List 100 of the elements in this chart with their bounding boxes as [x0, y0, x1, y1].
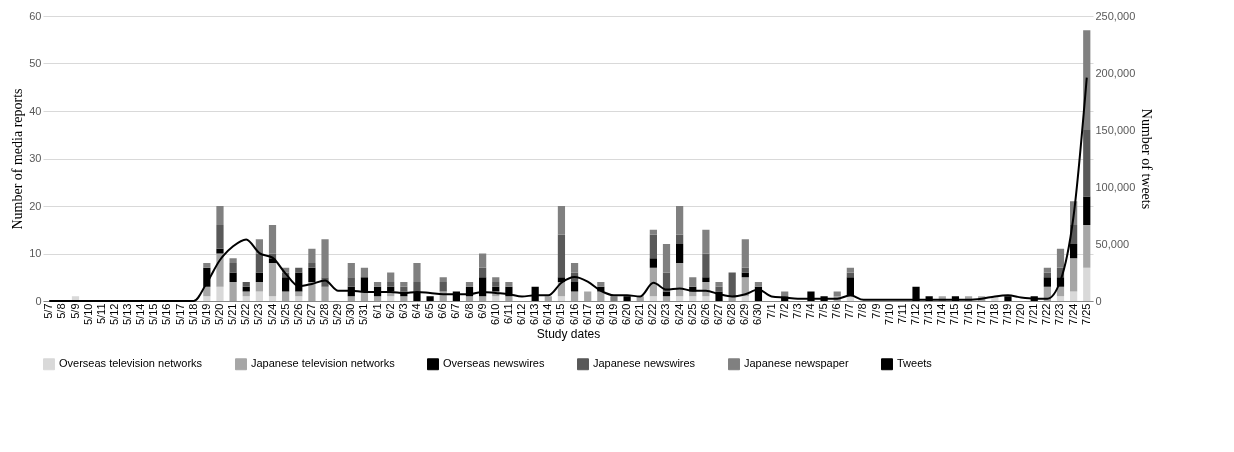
- bar: [741, 296, 749, 301]
- bar: [203, 263, 211, 268]
- bar: [400, 282, 408, 287]
- bar: [649, 258, 657, 268]
- x-tick-label: 6/17: [580, 303, 593, 325]
- x-tick-label: 7/19: [1000, 303, 1013, 325]
- x-tick-label: 5/18: [186, 303, 199, 325]
- bar: [492, 286, 500, 292]
- line-series: [48, 76, 1088, 302]
- bar: [360, 277, 369, 292]
- bar: [492, 296, 500, 301]
- bar: [347, 277, 355, 287]
- bar: [702, 229, 710, 254]
- y2-tick-label: 100,000: [1095, 180, 1136, 193]
- y-tick-label: 10: [29, 247, 42, 259]
- x-tick-label: 6/1: [370, 303, 383, 319]
- bar: [492, 282, 500, 287]
- y2-tick-label: 150,000: [1095, 123, 1136, 136]
- bar: [216, 206, 224, 225]
- x-tick-label: 7/17: [974, 303, 987, 325]
- bar: [676, 296, 684, 301]
- bar: [1070, 258, 1078, 292]
- y-tick-label: 40: [29, 104, 42, 117]
- bar: [649, 296, 657, 301]
- bar: [255, 253, 263, 273]
- x-tick-label: 7/4: [803, 303, 816, 319]
- bar: [557, 234, 566, 278]
- bar: [282, 291, 290, 301]
- bar: [689, 296, 697, 301]
- x-tick-label: 6/13: [528, 303, 541, 325]
- bar: [662, 244, 671, 273]
- bar: [229, 258, 237, 263]
- bar: [570, 282, 579, 292]
- y2-axis-title: Number of tweets: [1139, 108, 1155, 210]
- y-axis-title: Number of media reports: [10, 88, 26, 230]
- x-tick-label: 6/12: [515, 303, 528, 325]
- bar: [662, 296, 671, 301]
- x-tick-label: 7/16: [961, 303, 974, 325]
- y2-tick-label: 250,000: [1095, 9, 1136, 22]
- bar: [584, 291, 592, 301]
- bar: [242, 282, 250, 287]
- x-tick-label: 6/18: [593, 303, 606, 325]
- bar: [347, 296, 355, 301]
- bar: [242, 286, 250, 292]
- x-tick-label: 5/31: [357, 303, 370, 325]
- bar: [702, 296, 710, 301]
- x-tick-label: 7/25: [1079, 303, 1092, 325]
- bar: [373, 296, 382, 301]
- x-tick-label: 7/5: [817, 303, 830, 319]
- bar: [505, 282, 513, 287]
- x-tick-label: 6/28: [725, 303, 738, 325]
- legend-label: Japanese television networks: [251, 357, 396, 370]
- bar: [216, 286, 224, 301]
- x-tick-label: 6/7: [449, 303, 462, 319]
- bar: [229, 272, 237, 282]
- bar: [413, 263, 421, 282]
- x-tick-label: 5/29: [331, 303, 344, 325]
- x-tick-label: 7/1: [764, 303, 777, 319]
- bar: [1056, 296, 1065, 301]
- x-tick-label: 7/21: [1027, 303, 1040, 325]
- bar: [597, 282, 605, 287]
- bar: [295, 296, 303, 301]
- x-tick-label: 6/22: [646, 303, 659, 325]
- bar: [347, 263, 355, 278]
- x-tick-label: 6/2: [383, 303, 396, 319]
- x-tick-label: 7/22: [1040, 303, 1053, 325]
- x-tick-label: 5/15: [147, 303, 160, 325]
- bar: [676, 206, 684, 235]
- x-tick-label: 6/20: [620, 303, 633, 325]
- x-tick-label: 5/20: [212, 303, 225, 325]
- bar: [216, 225, 224, 249]
- x-tick-label: 7/7: [843, 303, 856, 319]
- x-tick-label: 5/22: [239, 303, 252, 325]
- x-tick-label: 6/16: [567, 303, 580, 325]
- bar: [1083, 130, 1091, 197]
- x-tick-label: 6/25: [685, 303, 698, 325]
- bar: [479, 296, 487, 301]
- bar: [400, 286, 408, 292]
- x-tick-label: 5/13: [121, 303, 134, 325]
- x-tick-label: 7/23: [1053, 303, 1066, 325]
- x-tick-label: 7/14: [935, 303, 948, 325]
- bar: [846, 277, 854, 297]
- bar: [846, 267, 854, 273]
- x-tick-label: 6/4: [409, 303, 422, 319]
- legend-label: Overseas television networks: [59, 357, 203, 370]
- bar: [373, 282, 382, 287]
- bar: [1083, 267, 1091, 301]
- x-tick-label: 6/8: [462, 303, 475, 319]
- bar: [741, 267, 749, 273]
- x-tick-label: 5/21: [226, 303, 239, 325]
- bar: [229, 263, 237, 273]
- bar: [439, 282, 447, 292]
- bar: [676, 234, 684, 244]
- bar: [1043, 277, 1051, 287]
- bar: [400, 296, 408, 301]
- bar: [255, 291, 263, 301]
- x-tick-label: 5/12: [107, 303, 120, 325]
- x-tick-label: 5/8: [55, 303, 68, 319]
- bar: [387, 282, 395, 287]
- bar: [1043, 267, 1051, 273]
